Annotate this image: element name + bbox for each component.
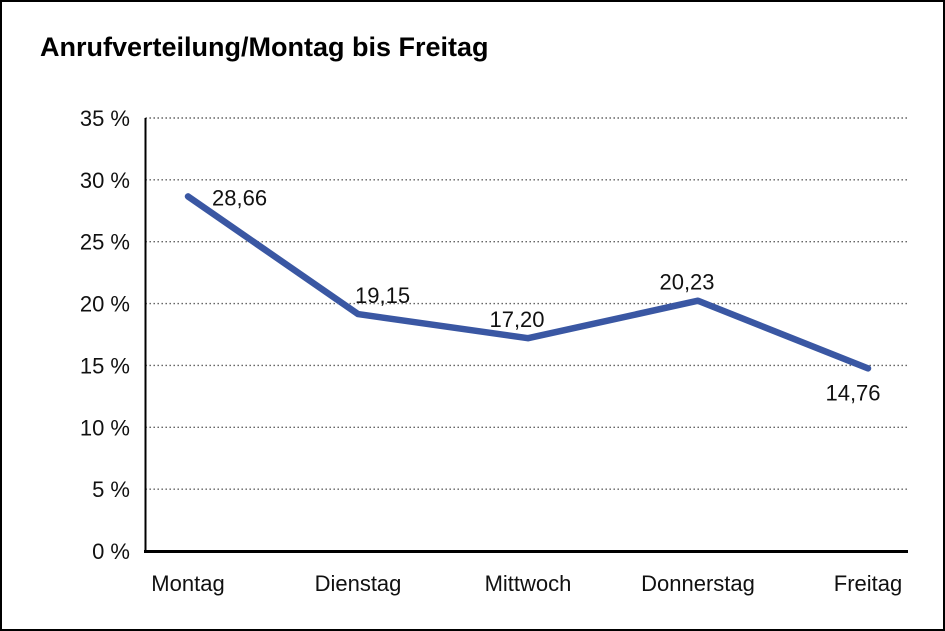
data-point-label: 14,76 bbox=[825, 380, 880, 405]
y-axis-tick-label: 25 % bbox=[80, 230, 130, 255]
chart-title: Anrufverteilung/Montag bis Freitag bbox=[40, 32, 489, 62]
data-point-label: 17,20 bbox=[489, 307, 544, 332]
y-axis-tick-label: 0 % bbox=[92, 539, 130, 564]
y-axis-tick-label: 35 % bbox=[80, 106, 130, 131]
x-axis-category-label: Montag bbox=[151, 571, 224, 596]
data-point-label: 20,23 bbox=[659, 270, 714, 295]
x-axis-category-label: Dienstag bbox=[315, 571, 402, 596]
y-axis-tick-label: 15 % bbox=[80, 353, 130, 378]
y-axis-tick-label: 30 % bbox=[80, 168, 130, 193]
data-line bbox=[184, 193, 872, 372]
x-axis-category-label: Mittwoch bbox=[485, 571, 572, 596]
y-axis-tick-label: 10 % bbox=[80, 415, 130, 440]
y-axis-tick-label: 5 % bbox=[92, 477, 130, 502]
data-point-label: 28,66 bbox=[212, 185, 267, 210]
x-axis-category-label: Donnerstag bbox=[641, 571, 755, 596]
x-axis-category-label: Freitag bbox=[834, 571, 902, 596]
data-point-label: 19,15 bbox=[355, 283, 410, 308]
y-axis-tick-label: 20 % bbox=[80, 292, 130, 317]
